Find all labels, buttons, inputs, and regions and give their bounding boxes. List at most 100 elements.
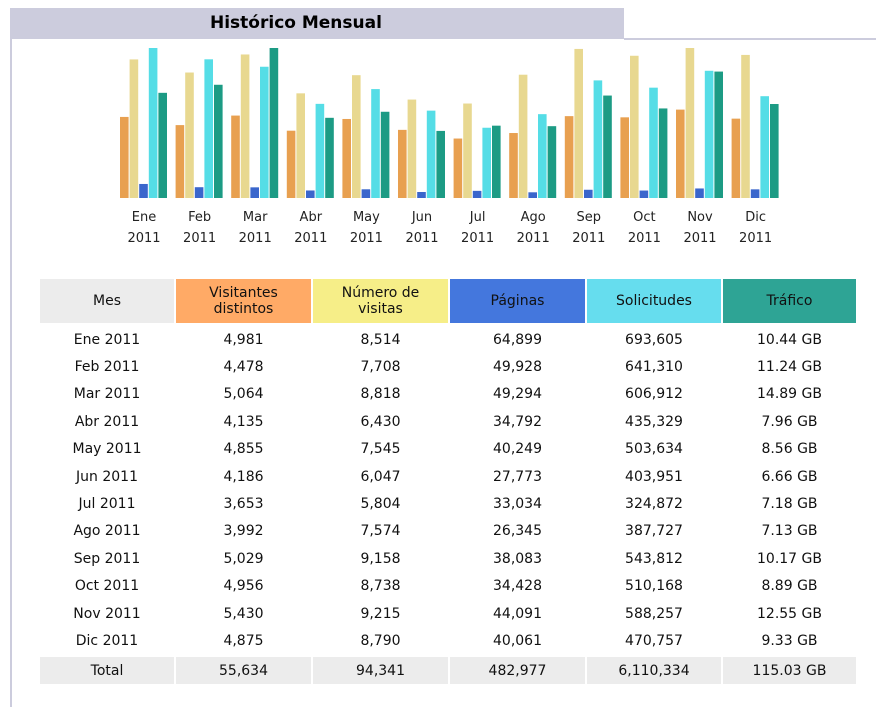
- table-cell: 503,634: [625, 441, 683, 458]
- table-cell: 510,168: [625, 578, 683, 595]
- table-cell: 8.89 GB: [761, 578, 818, 595]
- table-cell: 4,855: [223, 441, 264, 458]
- year-label: 2011: [628, 231, 661, 246]
- table-cell: 38,083: [493, 550, 542, 567]
- table-cell: 4,135: [223, 413, 264, 430]
- table-cell: 4,981: [223, 331, 264, 348]
- month-label: Ago: [521, 210, 546, 225]
- table-cell: 11.24 GB: [757, 358, 822, 375]
- bar: [685, 48, 695, 198]
- table-cell: 3,992: [223, 523, 264, 540]
- bar: [603, 95, 612, 198]
- table-cell: 8.56 GB: [761, 441, 818, 458]
- bar: [770, 104, 779, 198]
- table-cell: 33,034: [493, 495, 542, 512]
- column-header: Mes: [40, 279, 174, 323]
- bar: [204, 59, 213, 199]
- bar: [175, 125, 185, 198]
- bar: [639, 190, 649, 198]
- table-cell: 7.13 GB: [761, 523, 818, 540]
- month-label: Jun: [411, 210, 432, 225]
- table-cell: 9.33 GB: [761, 632, 818, 649]
- month-label: Ene: [132, 210, 156, 225]
- table-cell: 5,804: [360, 495, 401, 512]
- table-cell: Jun 2011: [76, 468, 138, 485]
- column-header: Número de visitas: [313, 279, 448, 323]
- year-label: 2011: [683, 231, 716, 246]
- table-cell: Ago 2011: [73, 523, 141, 540]
- table-cell: 324,872: [625, 495, 683, 512]
- section-header: Histórico Mensual: [10, 8, 624, 39]
- bar: [231, 115, 240, 198]
- bar: [325, 117, 334, 198]
- table-cell: 6,430: [360, 413, 401, 430]
- table-cell: 7,545: [360, 441, 401, 458]
- bar: [630, 55, 639, 199]
- table-cell: 6.66 GB: [761, 468, 818, 485]
- bar: [315, 103, 325, 198]
- table-cell: 693,605: [625, 331, 683, 348]
- table-cell: 4,186: [223, 468, 264, 485]
- column-header: Páginas: [450, 279, 585, 323]
- table-cell: 5,064: [223, 386, 264, 403]
- year-label: 2011: [572, 231, 605, 246]
- bar: [658, 108, 668, 198]
- bar: [139, 183, 148, 198]
- bar: [704, 70, 714, 198]
- bar: [436, 130, 445, 198]
- bar: [407, 99, 417, 198]
- table-cell: 10.44 GB: [757, 331, 822, 348]
- bar: [250, 187, 259, 198]
- table-cell: 4,956: [223, 578, 264, 595]
- bar: [371, 89, 380, 198]
- month-label: Nov: [687, 210, 713, 225]
- bar: [564, 116, 574, 198]
- bar: [380, 111, 390, 198]
- year-label: 2011: [461, 231, 494, 246]
- table-cell: 5,029: [223, 550, 264, 567]
- bar: [518, 74, 528, 198]
- table-cell: 7,574: [360, 523, 401, 540]
- table-cell: 26,345: [493, 523, 542, 540]
- year-label: 2011: [350, 231, 383, 246]
- table-cell: 12.55 GB: [757, 605, 822, 622]
- bar: [750, 189, 760, 198]
- bar: [361, 189, 371, 198]
- total-cell: 55,634: [176, 657, 311, 684]
- table-cell: 7,708: [360, 358, 401, 375]
- bar: [398, 129, 407, 198]
- bar: [269, 48, 279, 198]
- table-cell: 470,757: [625, 632, 683, 649]
- bar: [214, 84, 223, 198]
- table-cell: 5,430: [223, 605, 264, 622]
- bar: [148, 48, 158, 198]
- bar: [194, 187, 204, 198]
- table-cell: 34,792: [493, 413, 542, 430]
- total-cell: Total: [40, 657, 174, 684]
- table-cell: 49,294: [493, 386, 542, 403]
- bar: [306, 190, 315, 198]
- month-label: Oct: [633, 210, 655, 225]
- header-rule: [624, 38, 876, 40]
- month-label: Feb: [188, 210, 211, 225]
- bar: [676, 109, 685, 198]
- bar: [240, 54, 250, 199]
- bar: [286, 130, 296, 198]
- bar: [342, 118, 351, 198]
- bar: [731, 118, 741, 198]
- table-cell: 6,047: [360, 468, 401, 485]
- month-label: Jul: [469, 210, 486, 225]
- year-label: 2011: [739, 231, 772, 246]
- bar: [760, 96, 769, 198]
- bar: [185, 72, 194, 198]
- table-cell: May 2011: [72, 441, 142, 458]
- table-cell: Mar 2011: [73, 386, 141, 403]
- table-cell: Dic 2011: [75, 632, 139, 649]
- table-cell: 40,061: [493, 632, 542, 649]
- table-cell: Sep 2011: [73, 550, 141, 567]
- column-header: Tráfico: [723, 279, 856, 323]
- bar: [538, 114, 547, 198]
- bar: [296, 93, 305, 198]
- bar: [584, 189, 593, 198]
- table-cell: 8,818: [360, 386, 401, 403]
